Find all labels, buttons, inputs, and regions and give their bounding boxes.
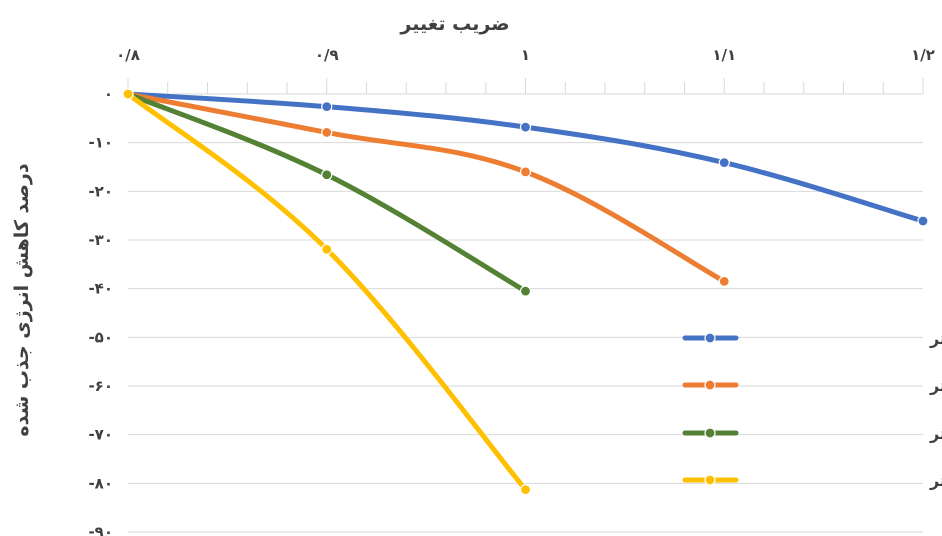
legend-label: قطر اولیه ۳ میلیمتر [929,329,942,348]
plot-area [122,88,929,496]
y-tick-label: -۵۰ [88,328,113,346]
y-tick-label: -۱۰ [88,134,113,152]
data-point [519,166,532,178]
y-tick-label: -۳۰ [88,231,113,249]
data-point [718,275,730,287]
data-point [917,215,929,227]
x-tick-label: ۱ [521,46,530,64]
data-point [519,121,532,133]
y-tick-label: -۲۰ [88,182,113,200]
legend-marker [704,427,716,439]
y-axis-title: درصد کاهش انرژی جذب شده [11,163,33,436]
x-tick-label: ۱/۲ [911,46,935,64]
legend-marker [704,332,716,344]
series-line [125,91,727,284]
y-axis: ۰ -۱۰ -۲۰ -۳۰ -۴۰ -۵۰ -۶۰ -۷۰ -۸۰ -۹۰ [88,85,113,536]
x-axis-title: ضریب تغییر [399,13,509,35]
x-tick-label: ۰/۸ [116,46,140,64]
data-point [321,243,333,255]
x-axis: ۰/۸ ۰/۹ ۱ ۱/۱ ۱/۲ [116,46,935,64]
data-point [321,101,333,113]
data-point [718,157,730,169]
gridlines [127,78,924,533]
legend: قطر اولیه ۳ میلیمتر قطر اولیه ۵ میلیمتر قط… [682,329,942,490]
x-tick-label: ۰/۹ [315,46,339,64]
x-tick-label: ۱/۱ [712,46,736,64]
legend-label: قطر اولیه ۵ میلیمتر [929,376,942,395]
legend-label: قطر اولیه ۷ میلیمتر [929,424,942,443]
y-tick-label: -۶۰ [88,377,113,395]
data-point [321,169,333,181]
series-line [125,91,926,224]
legend-marker [704,474,716,486]
y-tick-label: -۴۰ [88,280,113,298]
y-tick-label: -۸۰ [88,474,113,492]
data-point [321,126,333,139]
y-tick-label: ۰ [104,85,113,103]
data-point [519,484,532,496]
legend-marker [704,379,716,391]
y-tick-label: -۷۰ [88,426,113,444]
legend-label: قطر اولیه ۹ میلیمتر [929,471,942,490]
data-point [519,285,532,297]
data-point [122,88,134,100]
series-line [125,91,528,294]
y-tick-label: -۹۰ [88,523,113,536]
